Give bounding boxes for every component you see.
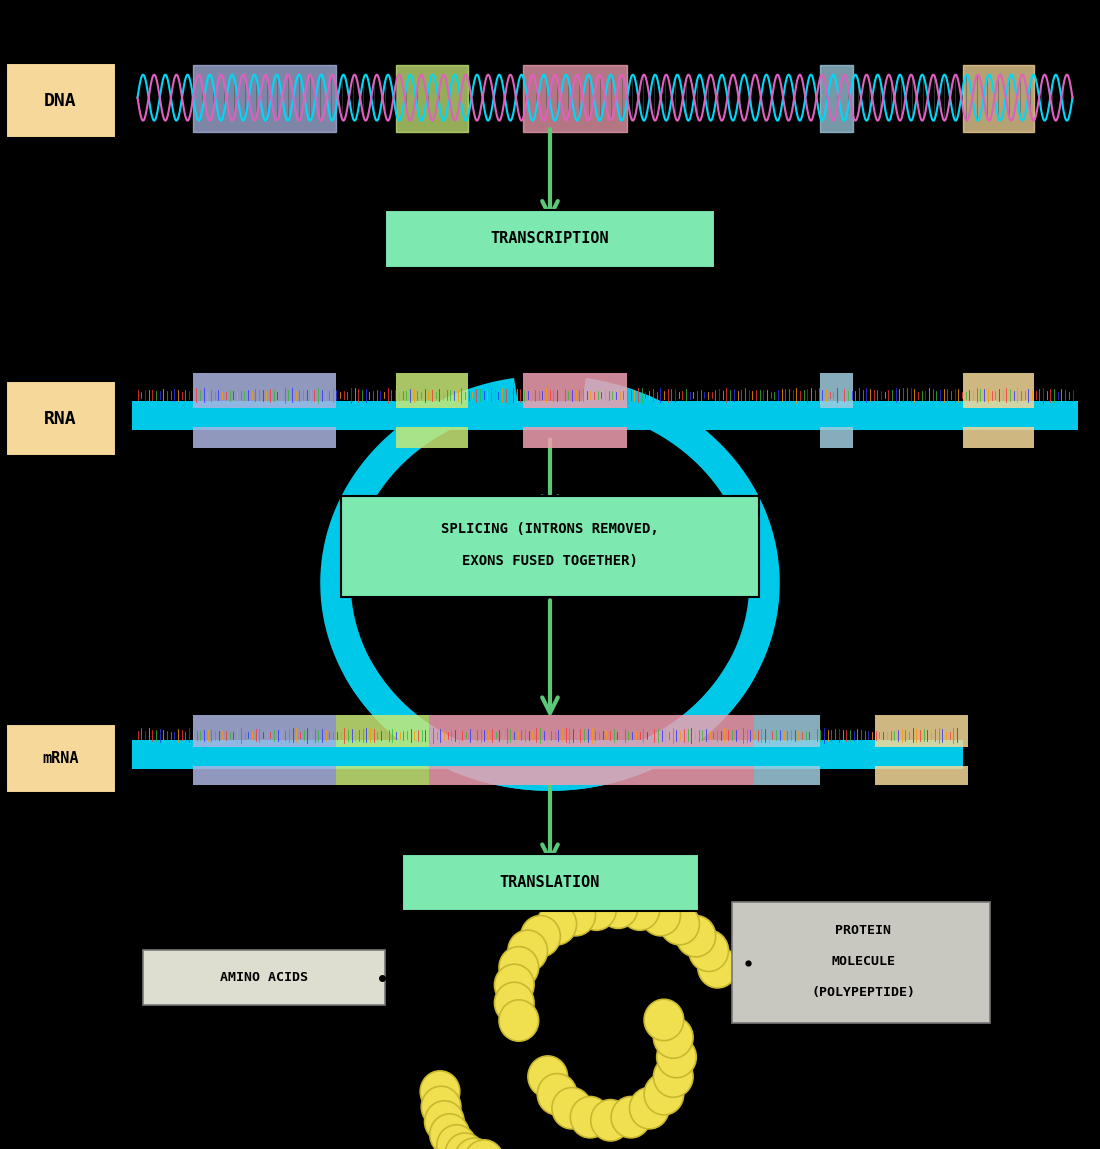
Circle shape <box>508 931 548 972</box>
FancyBboxPatch shape <box>192 373 336 408</box>
FancyBboxPatch shape <box>962 427 1034 448</box>
Circle shape <box>556 894 595 935</box>
Circle shape <box>537 1073 576 1115</box>
Circle shape <box>520 916 560 957</box>
FancyBboxPatch shape <box>522 373 627 408</box>
FancyBboxPatch shape <box>874 766 968 785</box>
Text: TRANSLATION: TRANSLATION <box>499 874 601 890</box>
Circle shape <box>446 1133 485 1149</box>
Circle shape <box>528 1056 568 1097</box>
FancyBboxPatch shape <box>820 373 852 408</box>
Circle shape <box>552 1087 592 1128</box>
Text: SPLICING (INTRONS REMOVED,: SPLICING (INTRONS REMOVED, <box>441 522 659 535</box>
Circle shape <box>454 1138 494 1149</box>
Circle shape <box>537 903 576 944</box>
Circle shape <box>430 1113 470 1149</box>
Circle shape <box>645 1073 684 1115</box>
FancyBboxPatch shape <box>754 715 820 747</box>
FancyBboxPatch shape <box>143 950 385 1005</box>
Text: PROTEIN: PROTEIN <box>836 924 891 938</box>
FancyBboxPatch shape <box>522 65 627 132</box>
FancyBboxPatch shape <box>754 766 820 785</box>
Text: DNA: DNA <box>44 92 77 109</box>
FancyBboxPatch shape <box>6 63 115 138</box>
Circle shape <box>421 1086 461 1127</box>
Circle shape <box>689 931 728 971</box>
FancyBboxPatch shape <box>132 401 1078 430</box>
Text: EXONS FUSED TOGETHER): EXONS FUSED TOGETHER) <box>462 554 638 568</box>
Text: AMINO ACIDS: AMINO ACIDS <box>220 971 308 985</box>
FancyBboxPatch shape <box>192 766 336 785</box>
FancyBboxPatch shape <box>132 740 962 769</box>
Circle shape <box>499 947 539 988</box>
FancyBboxPatch shape <box>396 427 468 448</box>
Text: TRANSCRIPTION: TRANSCRIPTION <box>491 231 609 247</box>
FancyBboxPatch shape <box>429 766 754 785</box>
FancyBboxPatch shape <box>522 427 627 448</box>
FancyBboxPatch shape <box>402 854 698 911</box>
Circle shape <box>598 887 638 928</box>
Circle shape <box>464 1140 504 1149</box>
Circle shape <box>612 1096 651 1138</box>
FancyBboxPatch shape <box>396 373 468 408</box>
FancyBboxPatch shape <box>192 65 336 132</box>
Text: (POLYPEPTIDE): (POLYPEPTIDE) <box>812 986 915 1000</box>
Circle shape <box>645 1000 684 1041</box>
FancyBboxPatch shape <box>336 766 429 785</box>
Circle shape <box>697 947 737 988</box>
FancyBboxPatch shape <box>732 902 990 1023</box>
Text: RNA: RNA <box>44 410 77 427</box>
FancyBboxPatch shape <box>385 210 715 268</box>
Circle shape <box>653 1017 693 1058</box>
Circle shape <box>653 1056 693 1097</box>
FancyBboxPatch shape <box>429 715 754 747</box>
FancyBboxPatch shape <box>336 715 429 747</box>
Circle shape <box>495 982 535 1024</box>
Text: MOLECULE: MOLECULE <box>832 955 895 969</box>
Circle shape <box>437 1125 476 1149</box>
Circle shape <box>420 1071 460 1112</box>
FancyBboxPatch shape <box>6 724 115 793</box>
Circle shape <box>657 1036 696 1078</box>
FancyBboxPatch shape <box>874 715 968 747</box>
FancyBboxPatch shape <box>192 715 336 747</box>
FancyBboxPatch shape <box>962 65 1034 132</box>
Circle shape <box>676 916 716 957</box>
FancyBboxPatch shape <box>192 427 336 448</box>
FancyBboxPatch shape <box>396 65 468 132</box>
Circle shape <box>629 1087 669 1128</box>
FancyBboxPatch shape <box>820 427 852 448</box>
Circle shape <box>620 889 660 931</box>
Circle shape <box>495 964 535 1005</box>
Text: INTRON: INTRON <box>456 460 521 478</box>
FancyBboxPatch shape <box>820 65 852 132</box>
FancyBboxPatch shape <box>6 381 115 456</box>
Circle shape <box>660 903 700 944</box>
FancyBboxPatch shape <box>341 496 759 597</box>
FancyBboxPatch shape <box>962 373 1034 408</box>
Circle shape <box>576 889 616 931</box>
Text: mRNA: mRNA <box>42 750 79 766</box>
Circle shape <box>499 1000 539 1041</box>
Circle shape <box>570 1096 609 1138</box>
Circle shape <box>641 894 681 935</box>
Circle shape <box>591 1100 630 1141</box>
Circle shape <box>425 1101 464 1142</box>
